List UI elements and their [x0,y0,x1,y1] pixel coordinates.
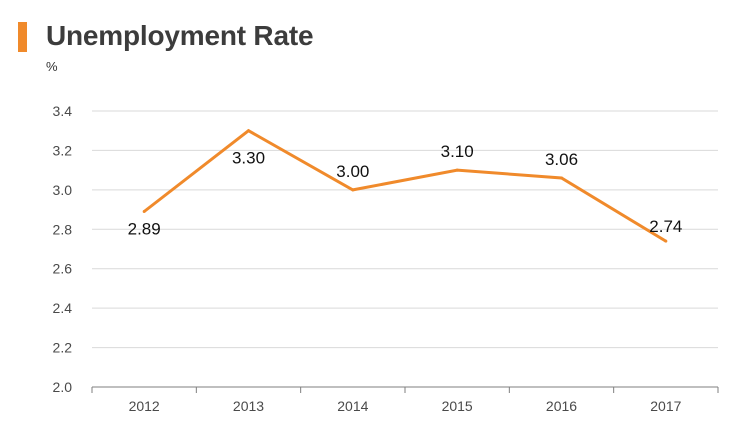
x-axis: 2012 2013 2014 2015 2016 2017 [91,386,719,414]
y-axis-unit-label: % [46,59,58,74]
x-tick-label: 2012 [129,398,160,414]
data-label: 3.30 [232,149,265,168]
y-tick-label: 2.0 [53,379,73,395]
data-point [247,129,250,133]
x-tick-label: 2014 [337,398,368,414]
y-tick-label: 3.0 [53,182,73,198]
data-label: 2.74 [649,217,682,236]
data-point [142,210,146,214]
y-tick-label: 3.2 [53,142,73,158]
x-tick-label: 2013 [233,398,264,414]
y-tick-label: 2.8 [53,221,73,237]
y-tick-label: 3.4 [53,103,73,119]
data-label: 3.00 [336,162,369,181]
data-point [560,176,563,180]
x-tick-label: 2017 [650,398,681,414]
title-accent-bar [18,22,27,52]
y-axis-ticks: 2.0 2.2 2.4 2.6 2.8 3.0 3.2 3.4 [53,103,73,395]
y-tick-label: 2.4 [53,300,73,316]
y-tick-label: 2.2 [53,340,73,356]
data-point [664,239,668,243]
data-labels: 2.89 3.30 3.00 3.10 3.06 2.74 [128,142,683,238]
data-label: 3.06 [545,150,578,169]
x-tick-label: 2015 [442,398,473,414]
gridlines [92,110,718,349]
data-point [351,188,355,192]
data-label: 2.89 [128,220,161,239]
x-tick-label: 2016 [546,398,577,414]
data-label: 3.10 [441,142,474,161]
series-line-group [142,128,668,243]
y-tick-label: 2.6 [53,261,73,277]
data-point [455,168,459,172]
series-line [143,128,667,243]
chart-title: Unemployment Rate [46,20,314,51]
